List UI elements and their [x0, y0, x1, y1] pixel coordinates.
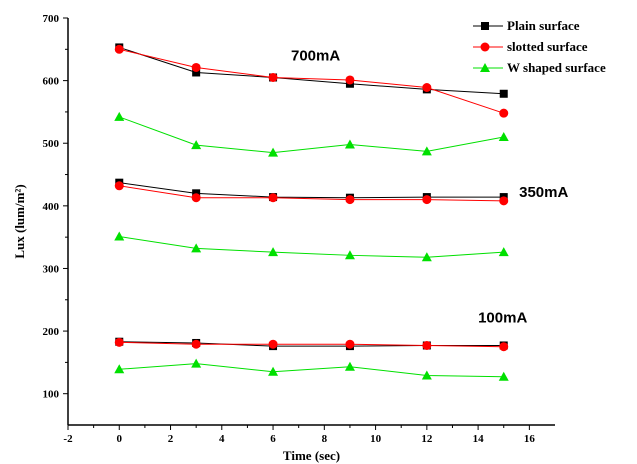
x-tick-label: 16 [524, 433, 536, 445]
group-700mA [114, 43, 509, 157]
series-layer [114, 43, 509, 381]
y-tick-label: 700 [43, 13, 60, 25]
wshaped-surface-line [119, 363, 504, 378]
x-tick-label: 6 [270, 433, 276, 445]
y-tick-label: 400 [43, 201, 60, 213]
wshaped-surface-marker [114, 364, 125, 374]
slotted-surface-marker [345, 75, 355, 85]
x-tick-label: -2 [63, 433, 73, 445]
slotted-surface-marker [345, 339, 355, 349]
x-tick-label: 8 [322, 433, 328, 445]
wshaped-surface-marker [498, 131, 509, 141]
slotted-surface-marker [499, 342, 509, 352]
group-350mA [114, 178, 509, 262]
x-ticks: -2 0 2 4 6 8 10 12 14 16 [63, 425, 535, 445]
wshaped-surface-marker [268, 366, 279, 376]
y-axis-title: Lux (lum/m²) [12, 184, 27, 258]
wshaped-surface-line [119, 116, 504, 154]
wshaped-surface-marker [498, 371, 509, 381]
slotted-surface-marker [345, 195, 355, 205]
annotation-100mA: 100mA [478, 309, 527, 326]
annotation-700mA: 700mA [291, 48, 340, 65]
legend-label: slotted surface [507, 39, 588, 54]
x-tick-label: 2 [168, 433, 174, 445]
wshaped-surface-marker [344, 250, 355, 260]
slotted-surface-marker [268, 339, 278, 349]
y-tick-label: 100 [43, 389, 60, 401]
x-tick-label: 0 [117, 433, 123, 445]
axes: -2 0 2 4 6 8 10 12 14 16 100 200 300 400 500 600 700 [43, 13, 555, 445]
y-tick-label: 600 [43, 76, 60, 88]
annotation-350mA: 350mA [519, 184, 568, 201]
y-tick-label: 300 [43, 263, 60, 275]
slotted-surface-marker [268, 193, 278, 203]
wshaped-surface-marker [191, 358, 202, 368]
plain-surface-marker [499, 89, 508, 98]
slotted-surface-marker [114, 44, 124, 54]
wshaped-surface-line [119, 236, 504, 258]
x-tick-label: 14 [473, 433, 485, 445]
wshaped-surface-marker [421, 370, 432, 380]
wshaped-surface-marker [421, 146, 432, 156]
legend: Plain surface slotted surface W shaped sur… [473, 18, 606, 75]
slotted-surface-marker [422, 195, 432, 205]
plain-surface-marker [192, 68, 201, 77]
slotted-surface-marker [499, 196, 509, 206]
x-tick-label: 10 [370, 433, 382, 445]
wshaped-surface-marker [421, 252, 432, 262]
plain-surface-line [119, 182, 504, 199]
slotted-surface-marker [422, 340, 432, 350]
slotted-surface-line [119, 48, 504, 114]
wshaped-surface-marker [114, 111, 125, 121]
slotted-surface-marker [114, 181, 124, 191]
plain-surface-line [119, 46, 504, 95]
wshaped-surface-marker [268, 247, 279, 257]
y-ticks: 100 200 300 400 500 600 700 [43, 13, 68, 401]
slotted-surface-line [119, 341, 504, 348]
slotted-surface-marker [191, 339, 201, 349]
legend-label: Plain surface [507, 18, 580, 33]
slotted-surface-marker [480, 42, 490, 52]
wshaped-surface-marker [344, 361, 355, 371]
plain-surface-marker [481, 22, 489, 30]
wshaped-surface-marker [344, 139, 355, 149]
slotted-surface-marker [191, 62, 201, 72]
wshaped-surface-marker [498, 247, 509, 257]
x-tick-label: 4 [219, 433, 225, 445]
annotations: 700mA 350mA 100mA [291, 48, 568, 327]
slotted-surface-marker [499, 108, 509, 118]
group-100mA [114, 337, 509, 381]
x-axis-title: Time (sec) [283, 448, 340, 463]
slotted-surface-marker [114, 337, 124, 347]
y-tick-label: 500 [43, 138, 60, 150]
slotted-surface-marker [268, 72, 278, 82]
wshaped-surface-marker [480, 63, 490, 72]
slotted-surface-marker [191, 193, 201, 203]
slotted-surface-marker [422, 83, 432, 93]
wshaped-surface-marker [268, 147, 279, 157]
wshaped-surface-marker [114, 231, 125, 241]
x-tick-label: 12 [421, 433, 433, 445]
slotted-surface-line [119, 185, 504, 202]
y-tick-label: 200 [43, 326, 60, 338]
legend-label: W shaped surface [507, 60, 606, 75]
wshaped-surface-marker [191, 243, 202, 253]
wshaped-surface-marker [191, 140, 202, 150]
